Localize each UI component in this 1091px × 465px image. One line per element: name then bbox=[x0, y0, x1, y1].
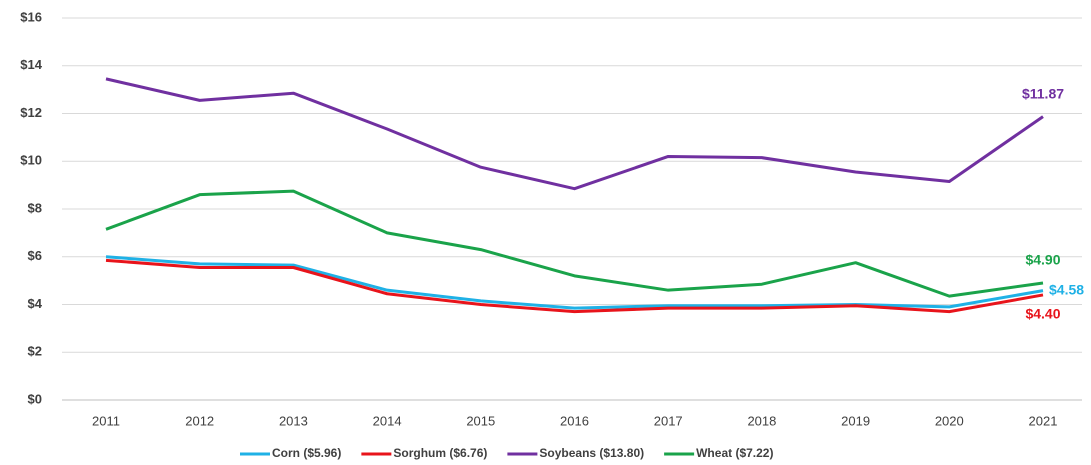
y-tick-label: $8 bbox=[28, 200, 42, 215]
legend-label: Wheat ($7.22) bbox=[696, 446, 773, 460]
x-tick-label: 2015 bbox=[466, 413, 495, 428]
legend-label: Sorghum ($6.76) bbox=[393, 446, 487, 460]
data-label: $11.87 bbox=[1022, 85, 1064, 101]
y-tick-label: $12 bbox=[20, 105, 42, 120]
series-line bbox=[105, 255, 1044, 310]
series-line bbox=[105, 258, 1044, 314]
y-tick-label: $14 bbox=[20, 57, 42, 72]
x-tick-label: 2021 bbox=[1029, 413, 1058, 428]
x-tick-label: 2014 bbox=[373, 413, 402, 428]
x-tick-label: 2012 bbox=[185, 413, 214, 428]
x-tick-label: 2011 bbox=[92, 413, 120, 428]
x-tick-label: 2020 bbox=[935, 413, 964, 428]
x-tick-label: 2016 bbox=[560, 413, 589, 428]
y-tick-label: $6 bbox=[28, 248, 42, 263]
x-tick-label: 2019 bbox=[841, 413, 870, 428]
legend-label: Soybeans ($13.80) bbox=[539, 446, 644, 460]
y-tick-label: $4 bbox=[28, 296, 43, 311]
y-tick-label: $2 bbox=[28, 344, 42, 359]
y-tick-label: $0 bbox=[28, 391, 42, 406]
series-line bbox=[105, 77, 1044, 191]
y-tick-label: $16 bbox=[20, 9, 42, 24]
x-tick-label: 2017 bbox=[654, 413, 683, 428]
legend-label: Corn ($5.96) bbox=[272, 446, 341, 460]
data-label: $4.58 bbox=[1049, 281, 1084, 297]
x-tick-label: 2013 bbox=[279, 413, 308, 428]
series-line bbox=[105, 189, 1044, 298]
data-label: $4.90 bbox=[1025, 252, 1060, 268]
x-tick-label: 2018 bbox=[747, 413, 776, 428]
y-tick-label: $10 bbox=[20, 153, 42, 168]
data-label: $4.40 bbox=[1025, 306, 1060, 322]
